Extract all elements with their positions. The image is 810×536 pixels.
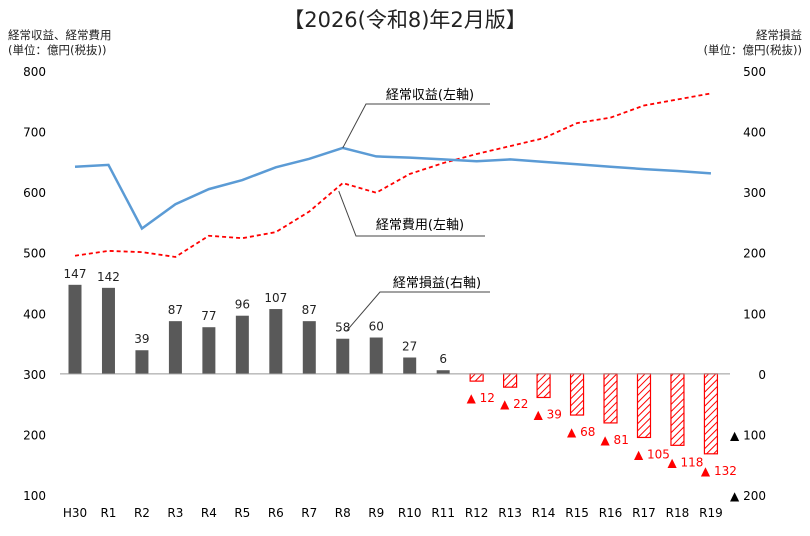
left-tick-label: 800 [23,65,46,79]
bar-data-label: 77 [201,309,216,323]
left-axis-label-line2: (単位：億円(税抜)) [8,43,107,57]
category-label: R8 [335,506,351,520]
category-label: R14 [532,506,556,520]
category-label: R1 [100,506,116,520]
profit-bar [101,287,115,374]
bar-data-label: 87 [168,303,183,317]
series-callout-label: 経常費用(左軸) [376,218,464,233]
category-label: R6 [268,506,284,520]
loss-bar [469,373,484,382]
bar-data-label: ▲ 12 [467,391,495,405]
profit-bar [436,370,450,374]
revenue-line [74,146,712,231]
profit-bar [403,357,417,374]
bar-data-label: ▲ 81 [601,433,629,447]
left-axis-label-line1: 経常収益、経常費用 [8,28,112,42]
right-tick-label: 100 [743,307,766,321]
category-label: R2 [134,506,150,520]
left-tick-label: 500 [23,247,46,261]
bar-data-label: 87 [302,303,317,317]
category-label: R5 [234,506,250,520]
expense-line [74,92,712,258]
category-label: H30 [63,506,87,520]
right-tick-label: 500 [743,65,766,79]
loss-bar [603,373,618,424]
profit-bar [369,337,383,374]
left-tick-label: 200 [23,428,46,442]
bar-data-label: 147 [64,267,87,281]
category-label: R12 [465,506,489,520]
bar-data-label: 96 [235,298,250,312]
profit-bar [135,350,149,374]
right-tick-label: 400 [743,126,766,140]
bar-data-label: 6 [439,352,447,366]
loss-bar [670,373,685,446]
profit-bar [336,338,350,374]
left-tick-label: 300 [23,368,46,382]
right-tick-label: ▲ 100 [730,428,766,442]
category-label: R17 [632,506,656,520]
category-label: R7 [301,506,317,520]
bar-data-label: 27 [402,340,417,354]
left-tick-label: 600 [23,186,46,200]
bar-data-label: 39 [134,332,149,346]
category-label: R19 [699,506,723,520]
chart-title: 【2026(令和8)年2月版】 [283,8,527,32]
loss-bar [703,373,719,455]
right-tick-label: 300 [743,186,766,200]
left-tick-label: 100 [23,489,46,503]
left-tick-label: 700 [23,126,46,140]
bar-data-label: ▲ 68 [567,425,595,439]
category-label: R13 [498,506,522,520]
profit-bar [269,309,283,374]
profit-bar [302,321,316,374]
category-label: R4 [201,506,217,520]
right-axis-label-line1: 経常損益 [756,28,802,42]
callout-line [346,291,490,332]
loss-bar [536,373,551,399]
bar-data-label: ▲ 132 [701,464,737,478]
category-label: R18 [666,506,690,520]
series-callout-label: 経常収益(左軸) [386,88,474,103]
loss-bar [503,373,518,388]
bar-data-label: ▲ 22 [500,397,528,411]
bar-data-label: ▲ 105 [634,447,670,461]
profit-bar [168,321,182,374]
category-label: R10 [398,506,422,520]
bar-data-label: ▲ 118 [667,455,703,469]
left-axis-label: 経常収益、経常費用 (単位：億円(税抜)) [8,28,112,58]
profit-bar [68,284,82,374]
right-tick-label: ▲ 200 [730,489,766,503]
profit-bar [202,327,216,374]
callout-line [342,103,490,149]
category-label: R15 [565,506,589,520]
right-axis-label: 経常損益 (単位：億円(税抜)) [704,28,802,58]
loss-bar [569,373,585,416]
category-label: R9 [368,506,384,520]
right-tick-label: 0 [758,368,766,382]
loss-bar [636,373,652,439]
left-tick-label: 400 [23,307,46,321]
bar-data-label: 107 [264,291,287,305]
category-label: R16 [599,506,623,520]
profit-bar [235,315,249,374]
bar-data-label: 58 [335,321,350,335]
right-axis-label-line2: (単位：億円(税抜)) [703,43,802,57]
series-callout-label: 経常損益(右軸) [393,276,481,291]
bar-data-label: 142 [97,270,120,284]
callout-line [338,190,485,237]
bar-data-label: ▲ 39 [534,407,562,421]
bar-data-label: 60 [369,320,384,334]
category-label: R11 [431,506,455,520]
category-label: R3 [167,506,183,520]
right-tick-label: 200 [743,247,766,261]
